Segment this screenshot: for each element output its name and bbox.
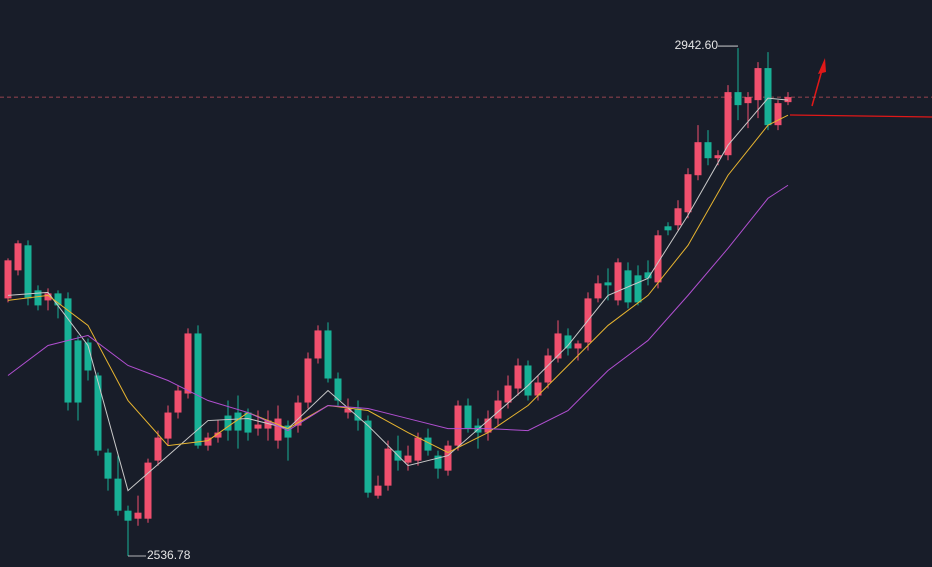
- low-label: 2536.78: [147, 548, 191, 562]
- candle-body: [254, 424, 262, 429]
- candle-body: [14, 243, 22, 271]
- candle-body: [664, 226, 672, 231]
- candle-body: [654, 235, 662, 283]
- candle-body: [414, 437, 422, 461]
- candle-body: [64, 298, 72, 403]
- candle-body: [724, 92, 732, 156]
- candle-body: [734, 92, 742, 106]
- candle-body: [534, 382, 542, 396]
- candle-body: [564, 335, 572, 349]
- candle-body: [134, 512, 142, 519]
- candle-body: [244, 412, 252, 433]
- candle-body: [614, 262, 622, 301]
- high-label: 2942.60: [675, 38, 719, 52]
- candle-body: [84, 342, 92, 371]
- candle-body: [154, 437, 162, 461]
- candle-body: [404, 455, 412, 463]
- candle-body: [674, 208, 682, 226]
- candle-body: [164, 412, 172, 439]
- candle-body: [364, 420, 372, 493]
- candle-body: [274, 418, 282, 441]
- trend-line: [789, 114, 932, 118]
- candle-body: [224, 415, 232, 431]
- candle-body: [594, 283, 602, 299]
- candle-body: [544, 355, 552, 383]
- candle-body: [484, 418, 492, 433]
- candle-body: [744, 97, 752, 104]
- average-line: [7, 184, 789, 432]
- candle-body: [704, 142, 712, 159]
- candle-body: [574, 343, 582, 349]
- candle-body: [294, 402, 302, 426]
- candle-body: [504, 385, 512, 403]
- candle-body: [644, 272, 652, 279]
- candle-body: [214, 432, 222, 438]
- arrow-shaft: [811, 69, 823, 107]
- candle-body: [604, 282, 612, 286]
- candle-body: [194, 333, 202, 446]
- average-line: [7, 97, 789, 492]
- candle-body: [304, 358, 312, 403]
- candle-body: [554, 333, 562, 359]
- candle-body: [374, 485, 382, 496]
- candle-body: [4, 260, 12, 299]
- candle-body: [284, 425, 292, 438]
- candle-body: [44, 293, 52, 301]
- candle-body: [54, 293, 62, 306]
- candle-body: [444, 445, 452, 471]
- arrow-head: [818, 58, 826, 74]
- candle-body: [434, 455, 442, 469]
- candle-body: [344, 408, 352, 413]
- candle-body: [124, 510, 132, 521]
- candle-body: [494, 400, 502, 419]
- candle-body: [34, 290, 42, 306]
- candle-body: [324, 330, 332, 379]
- candle-body: [204, 437, 212, 446]
- candle-body: [514, 365, 522, 389]
- candle-body: [184, 333, 192, 394]
- candle-body: [714, 155, 722, 159]
- candle-body: [104, 452, 112, 479]
- candle-body: [234, 412, 242, 431]
- candle-body: [74, 340, 82, 403]
- average-line: [7, 114, 789, 454]
- candle-body: [94, 375, 102, 451]
- candle-body: [684, 174, 692, 213]
- candle-body: [354, 408, 362, 421]
- candle-body: [424, 437, 432, 451]
- candle-body: [524, 365, 532, 396]
- candle-body: [694, 142, 702, 176]
- candle-body: [264, 420, 272, 429]
- candle-body: [634, 275, 642, 303]
- candle-body: [334, 378, 342, 401]
- candle-body: [174, 390, 182, 413]
- candle-body: [774, 103, 782, 126]
- candle-body: [144, 462, 152, 519]
- candle-body: [314, 330, 322, 359]
- candle-body: [114, 478, 122, 511]
- candle-body: [24, 245, 32, 299]
- candle-body: [454, 405, 462, 446]
- candle-body: [464, 405, 472, 429]
- candle-body: [384, 448, 392, 486]
- candle-body: [754, 68, 762, 101]
- candle-body: [764, 68, 772, 126]
